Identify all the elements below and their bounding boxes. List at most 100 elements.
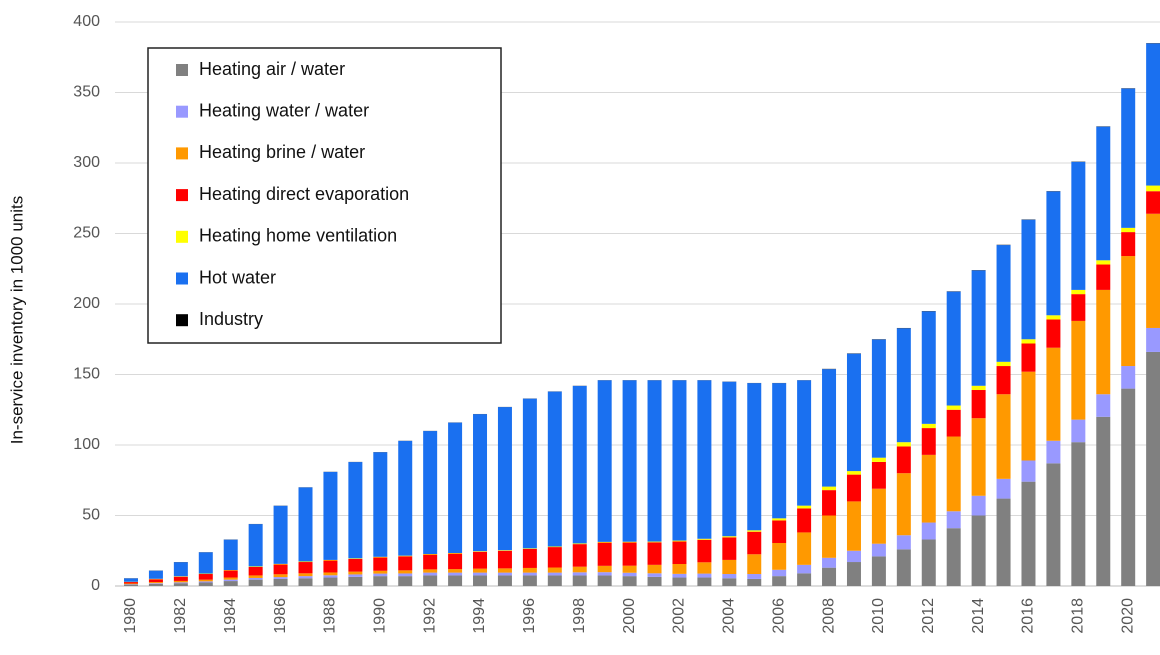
y-tick-label: 0 <box>91 577 100 594</box>
bar-segment <box>921 522 936 540</box>
bar-segment <box>921 428 936 455</box>
bar-segment <box>622 576 637 586</box>
bar-segment <box>248 579 263 586</box>
legend-label: Heating brine / water <box>199 142 365 162</box>
y-tick-label: 350 <box>73 84 100 101</box>
y-tick-label: 150 <box>73 366 100 383</box>
bar-segment <box>448 553 463 570</box>
bar-segment <box>373 557 388 571</box>
bar-segment <box>448 553 463 554</box>
bar-segment <box>822 490 837 516</box>
bar-segment <box>747 530 762 532</box>
bar-segment <box>996 394 1011 479</box>
bar-segment <box>697 577 712 586</box>
bar-segment <box>672 573 687 578</box>
bar-segment <box>896 442 911 447</box>
legend-swatch <box>176 147 188 160</box>
bar-segment <box>473 575 488 586</box>
bar-segment <box>173 580 188 583</box>
x-tick-label: 2004 <box>721 598 738 634</box>
bar-segment <box>647 573 662 577</box>
bar-segment <box>473 414 488 552</box>
bar-segment <box>772 542 787 570</box>
bar-segment <box>348 462 363 559</box>
bar-segment <box>896 328 911 443</box>
bar-segment <box>473 551 488 552</box>
bar-segment <box>597 565 612 573</box>
bar-segment <box>647 564 662 574</box>
bar-segment <box>647 380 662 542</box>
bar-segment <box>1096 289 1111 395</box>
legend-label: Heating air / water <box>199 59 345 79</box>
bar-segment <box>248 566 263 576</box>
y-tick-label: 50 <box>82 507 100 524</box>
bar-segment <box>173 576 188 581</box>
bar-segment <box>1096 416 1111 586</box>
bar-segment <box>522 572 537 576</box>
x-tick-label: 1996 <box>521 598 538 634</box>
bar-segment <box>398 570 413 574</box>
bar-segment <box>822 486 837 491</box>
bar-segment <box>448 422 463 554</box>
bar-segment <box>747 574 762 579</box>
bar-segment <box>198 574 213 580</box>
bar-segment <box>273 563 288 565</box>
bar-segment <box>148 583 163 584</box>
bar-segment <box>398 576 413 586</box>
bar-segment <box>946 291 961 406</box>
bar-segment <box>348 576 363 586</box>
bar-segment <box>223 577 238 580</box>
bar-segment <box>672 541 687 565</box>
bar-segment <box>722 574 737 579</box>
bar-segment <box>1046 463 1061 586</box>
bar-segment <box>697 538 712 540</box>
bar-segment <box>996 366 1011 395</box>
bar-segment <box>697 573 712 578</box>
bar-segment <box>1071 289 1086 295</box>
bar-segment <box>996 245 1011 362</box>
bar-segment <box>871 543 886 557</box>
bar-segment <box>223 570 238 578</box>
bar-segment <box>547 575 562 586</box>
bar-segment <box>248 577 263 580</box>
bar-segment <box>323 471 338 560</box>
bar-segment <box>622 542 637 566</box>
bar-segment <box>1146 191 1160 214</box>
bar-segment <box>572 575 587 586</box>
bar-segment <box>1146 351 1160 586</box>
bar-segment <box>1096 264 1111 290</box>
bar-segment <box>1021 339 1036 344</box>
bar-segment <box>722 537 737 560</box>
x-tick-label: 2020 <box>1119 598 1136 634</box>
bar-segment <box>1121 227 1136 233</box>
bar-segment <box>173 562 188 577</box>
bar-segment <box>672 564 687 574</box>
bar-segment <box>173 583 188 586</box>
y-tick-label: 100 <box>73 436 100 453</box>
bar-segment <box>896 473 911 536</box>
bar-segment <box>871 556 886 586</box>
bar-segment <box>298 562 313 574</box>
bar-segment <box>822 557 837 568</box>
bar-segment <box>772 518 787 521</box>
bar-segment <box>198 581 213 583</box>
bar-segment <box>921 454 936 523</box>
legend-swatch <box>176 314 188 327</box>
bar-segment <box>1046 440 1061 464</box>
x-tick-label: 1986 <box>272 598 289 634</box>
x-tick-label: 1982 <box>172 598 189 634</box>
bar-segment <box>1071 320 1086 420</box>
bar-segment <box>148 579 163 583</box>
bar-segment <box>547 567 562 573</box>
legend-box <box>147 47 502 344</box>
bar-segment <box>497 572 512 576</box>
bar-segment <box>1046 191 1061 316</box>
bar-segment <box>273 578 288 586</box>
bar-segment <box>996 478 1011 499</box>
y-tick-label: 300 <box>73 154 100 171</box>
bar-segment <box>448 575 463 586</box>
bar-segment <box>198 582 213 586</box>
bar-segment <box>722 381 737 537</box>
bar-segment <box>946 405 961 410</box>
